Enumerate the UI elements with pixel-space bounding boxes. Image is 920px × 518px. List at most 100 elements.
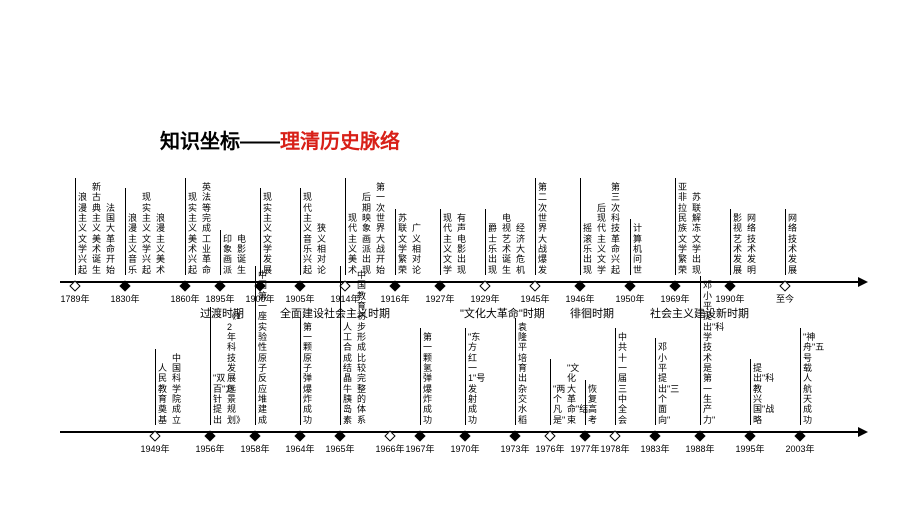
- year-label: 1967年: [405, 442, 434, 455]
- year-label: 1929年: [470, 292, 499, 305]
- year-label: 1965年: [325, 442, 354, 455]
- event-text: 法国大革命开始: [106, 203, 118, 275]
- event-text: 经济大危机: [516, 223, 528, 275]
- timeline-bottom: 过渡时期全面建设社会主义时期"文化大革命"时期徘徊时期社会主义建设新时期1949…: [60, 305, 860, 455]
- year-label: 至今: [776, 292, 794, 305]
- page-title: 知识坐标——理清历史脉络: [160, 125, 400, 154]
- event-text: 第三次科技革命兴起: [611, 182, 623, 275]
- event-text: 网络技术发展: [788, 213, 800, 275]
- event-text: 人民教育奠基: [158, 363, 170, 425]
- event-text: "东方红一1"号发射成功: [468, 332, 480, 425]
- event-text: 电视艺术诞生: [502, 213, 514, 275]
- year-label: 1949年: [140, 442, 169, 455]
- event-text: 计算机问世: [633, 223, 645, 275]
- event-stem: [75, 178, 76, 275]
- event-stem: [700, 276, 701, 425]
- event-text: 第一次世界大战开始: [376, 182, 388, 275]
- event-text: 恢复高考: [588, 384, 600, 425]
- year-label: 1789年: [60, 292, 89, 305]
- phase-label: 徘徊时期: [570, 305, 614, 321]
- year-label: 1977年: [570, 442, 599, 455]
- event-stem: [750, 359, 751, 425]
- year-label: 1978年: [600, 442, 629, 455]
- year-label: 1950年: [615, 292, 644, 305]
- event-text: 后现代主义文学: [597, 203, 609, 275]
- event-text: 现代主义音乐兴起: [303, 192, 315, 275]
- event-text: 英法等完成工业革命: [202, 182, 214, 275]
- year-label: 1958年: [240, 442, 269, 455]
- timeline-top: 1789年浪漫主义文学兴起新古典主义美术诞生法国大革命开始1830年浪漫主义音乐…: [60, 155, 860, 305]
- event-text: 现实主义美术兴起: [188, 192, 200, 275]
- event-text: 浪漫主义美术: [156, 213, 168, 275]
- event-text: 现代主义文学: [443, 213, 455, 275]
- title-part-1: 知识坐标——: [160, 131, 280, 153]
- event-stem: [800, 328, 801, 425]
- timeline-axis: [60, 281, 860, 283]
- event-stem: [185, 178, 186, 275]
- timeline-axis: [60, 431, 860, 433]
- event-stem: [730, 209, 731, 275]
- event-text: 网络技术发明: [747, 213, 759, 275]
- event-stem: [260, 188, 261, 275]
- event-stem: [580, 178, 581, 275]
- year-label: 1927年: [425, 292, 454, 305]
- event-stem: [345, 178, 346, 275]
- year-label: 1964年: [285, 442, 314, 455]
- event-text: 苏联解冻文学出现: [692, 192, 704, 275]
- event-text: 第一颗氢弹爆炸成功: [423, 332, 435, 425]
- year-label: 1895年: [205, 292, 234, 305]
- year-label: 1956年: [195, 442, 224, 455]
- year-label: 1970年: [450, 442, 479, 455]
- year-label: 1860年: [170, 292, 199, 305]
- event-text: 影视艺术发展: [733, 213, 745, 275]
- event-text: 现实主义文学兴起: [142, 192, 154, 275]
- event-stem: [785, 209, 786, 275]
- event-text: 袁隆平培育出杂交水稻: [518, 322, 530, 425]
- event-text: 邓小平提出"三个面向": [658, 342, 670, 425]
- event-text: "两个凡是": [553, 384, 565, 425]
- event-stem: [585, 380, 586, 425]
- event-text: 现实主义文学发展: [263, 192, 275, 275]
- event-text: 广义相对论: [412, 223, 424, 275]
- event-stem: [655, 338, 656, 425]
- event-text: 邓小平提出"科学技术是第一生产力": [703, 280, 715, 425]
- year-label: 1966年: [375, 442, 404, 455]
- event-text: 摇滚乐出现: [583, 223, 595, 275]
- year-label: 1988年: [685, 442, 714, 455]
- event-text: 电影诞生: [237, 234, 249, 275]
- event-text: 亚非拉民族文学繁荣: [678, 182, 690, 275]
- event-text: 后期映象画派出现: [362, 192, 374, 275]
- event-text: "双百"方针提出: [213, 373, 225, 425]
- event-text: 第一颗原子弹爆炸成功: [303, 322, 315, 425]
- event-text: 第二次世界大战爆发: [538, 182, 550, 275]
- event-stem: [465, 328, 466, 425]
- event-text: 中国第一座实验性原子反应堆建成: [258, 270, 270, 425]
- event-stem: [395, 209, 396, 275]
- event-text: 苏联文学繁荣: [398, 213, 410, 275]
- event-text: 浪漫主义音乐: [128, 213, 140, 275]
- event-text: 《12年科技发展远景规划》: [227, 311, 239, 425]
- event-text: 中国科学院成立: [172, 353, 184, 425]
- event-stem: [485, 209, 486, 275]
- year-label: 1905年: [285, 292, 314, 305]
- event-stem: [420, 328, 421, 425]
- event-stem: [630, 219, 631, 275]
- event-text: 中国教育初步形成比较完整的体系: [357, 270, 369, 425]
- phase-label: "文化大革命"时期: [460, 305, 545, 321]
- event-text: 中共十一届三中全会: [618, 332, 630, 425]
- event-stem: [300, 188, 301, 275]
- event-text: 狭义相对论: [317, 223, 329, 275]
- event-stem: [615, 328, 616, 425]
- event-stem: [515, 318, 516, 425]
- event-text: 新古典主义美术诞生: [92, 182, 104, 275]
- event-stem: [550, 359, 551, 425]
- year-label: 1916年: [380, 292, 409, 305]
- event-text: 爵士乐出现: [488, 223, 500, 275]
- timelines-container: 1789年浪漫主义文学兴起新古典主义美术诞生法国大革命开始1830年浪漫主义音乐…: [60, 155, 860, 455]
- event-text: "神舟"五号载人航天成功: [803, 332, 815, 425]
- event-stem: [210, 307, 211, 425]
- event-text: 印象画派: [223, 234, 235, 275]
- title-part-2: 理清历史脉络: [280, 131, 400, 153]
- year-label: 1976年: [535, 442, 564, 455]
- event-stem: [440, 209, 441, 275]
